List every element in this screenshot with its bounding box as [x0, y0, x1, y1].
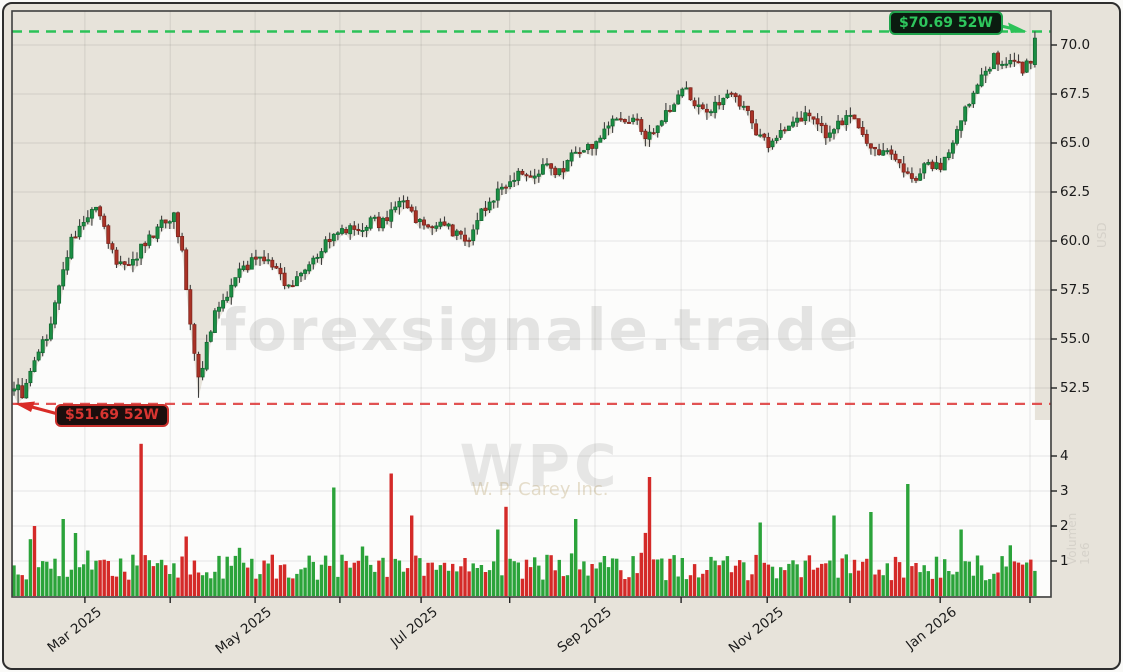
price-tick-label: 52.5 [1060, 380, 1091, 396]
price-tick-label: 67.5 [1060, 86, 1091, 102]
volume-tick-label: 3 [1060, 483, 1069, 499]
volume-axis-scale-text: 1e6 [1078, 542, 1092, 565]
price-axis-note-text: USD [1095, 222, 1109, 248]
volume-tick-label: 2 [1060, 518, 1069, 534]
price-tick-label: 70.0 [1060, 37, 1091, 53]
watermark-ticker-symbol: WPC [459, 432, 621, 500]
volume-tick-label: 1 [1060, 553, 1069, 569]
price-tick-label: 60.0 [1060, 233, 1091, 249]
watermark-site: forexsignale.trade [219, 296, 861, 364]
volume-tick-label: 4 [1060, 448, 1069, 464]
price-tick-label: 65.0 [1060, 135, 1091, 151]
price-axis-note: USD [1095, 222, 1109, 248]
price-tick-label: 57.5 [1060, 282, 1091, 298]
watermark-company-name: W. P. Carey Inc. [471, 479, 609, 500]
volume-axis-note: Volumen 1e6 [1065, 513, 1092, 565]
price-tick-label: 62.5 [1060, 184, 1091, 200]
low-52w-badge: $51.69 52W [55, 404, 169, 427]
high-52w-badge: $70.69 52W [889, 11, 1003, 35]
price-tick-label: 55.0 [1060, 331, 1091, 347]
